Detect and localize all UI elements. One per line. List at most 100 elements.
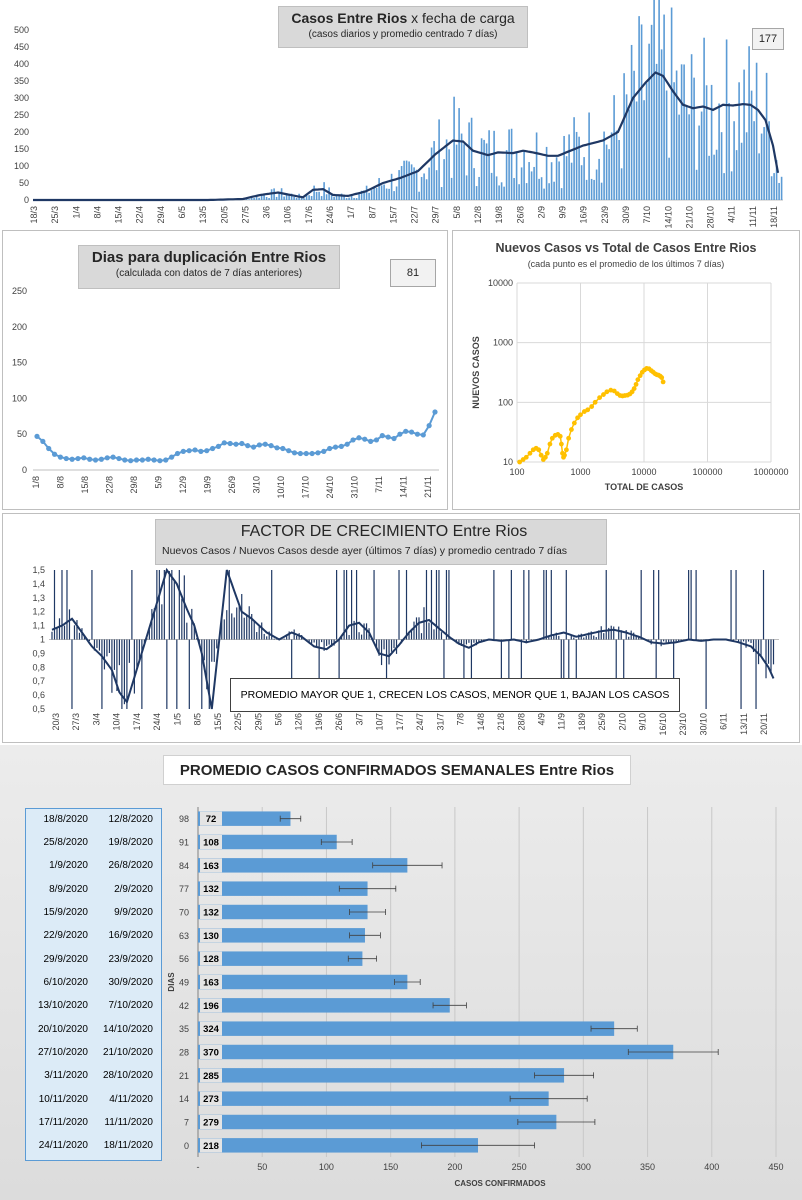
daily-bar bbox=[253, 197, 255, 200]
doubling-point bbox=[414, 431, 421, 437]
doubling-point bbox=[233, 441, 239, 447]
daily-bar bbox=[738, 82, 740, 200]
daily-bar bbox=[265, 197, 268, 200]
daily-bar bbox=[508, 129, 510, 200]
x-tick-label: 150 bbox=[383, 1162, 398, 1172]
x-tick-label: 27/3 bbox=[71, 713, 81, 731]
daily-bar bbox=[740, 142, 743, 200]
daily-bar bbox=[613, 95, 615, 200]
daily-bar bbox=[560, 188, 563, 200]
daily-bar bbox=[255, 195, 258, 200]
daily-bar bbox=[618, 140, 620, 200]
doubling-point bbox=[338, 443, 344, 449]
x-tick-label: 28/8 bbox=[516, 713, 526, 731]
x-tick-label: 29/7 bbox=[431, 206, 441, 224]
x-tick-label: 2/9 bbox=[536, 206, 546, 219]
week-end-date: 27/10/2020 bbox=[37, 1047, 88, 1058]
daily-bar bbox=[580, 165, 583, 200]
daily-bar bbox=[275, 196, 278, 200]
weekly-bar bbox=[198, 881, 368, 896]
scatter-point bbox=[635, 377, 641, 383]
doubling-point bbox=[268, 443, 274, 449]
y-tick-label: 0 bbox=[22, 465, 27, 475]
daily-bar bbox=[763, 127, 765, 200]
daily-bar bbox=[515, 152, 518, 200]
x-tick-label: 20/3 bbox=[51, 713, 61, 731]
daily-bar bbox=[583, 157, 585, 200]
daily-bar bbox=[355, 198, 358, 200]
daily-bar bbox=[520, 167, 523, 200]
daily-bar bbox=[420, 176, 423, 200]
daily-bar bbox=[375, 187, 378, 200]
x-axis-label: CASOS CONFIRMADOS bbox=[454, 1179, 546, 1188]
daily-bar bbox=[418, 191, 420, 200]
daily-bar bbox=[595, 169, 598, 200]
doubling-point bbox=[291, 450, 298, 456]
daily-bar bbox=[730, 171, 733, 200]
daily-cases-title-box: Casos Entre Rios x fecha de carga (casos… bbox=[278, 6, 528, 48]
daily-bar bbox=[248, 199, 250, 200]
x-tick-label: 24/7 bbox=[415, 713, 425, 731]
daily-bar bbox=[718, 103, 720, 200]
doubling-point bbox=[373, 437, 380, 443]
week-start-date: 7/10/2020 bbox=[108, 1000, 154, 1012]
doubling-point bbox=[221, 440, 227, 446]
dias-label: 98 bbox=[179, 814, 189, 824]
x-tick-label: 18/3 bbox=[29, 206, 39, 224]
daily-bar bbox=[743, 69, 745, 200]
daily-bar bbox=[403, 160, 405, 200]
daily-cases-panel: 0 50 100 150 200 250 300 350 400 450 500 18/3 25/3 1/… bbox=[0, 0, 802, 228]
x-tick-label: 17/6 bbox=[304, 206, 314, 224]
dias-label: 49 bbox=[179, 978, 189, 988]
x-tick-label: 11/9 bbox=[557, 713, 567, 730]
weekly-bar bbox=[198, 951, 363, 966]
weekly-bar bbox=[198, 1068, 565, 1083]
week-end-date: 13/10/2020 bbox=[37, 1000, 88, 1012]
scatter-point bbox=[578, 412, 583, 418]
week-end-date: 18/8/2020 bbox=[43, 813, 89, 825]
week-end-date: 29/9/2020 bbox=[43, 953, 89, 965]
y-tick-label: 300 bbox=[14, 93, 29, 103]
doubling-point bbox=[356, 435, 362, 441]
x-tick-label: 18/11 bbox=[769, 206, 779, 228]
daily-bar bbox=[433, 141, 435, 200]
doubling-point bbox=[139, 457, 145, 463]
value-label: 72 bbox=[206, 814, 217, 825]
value-label-bg bbox=[200, 1115, 222, 1129]
x-tick-label: 4/9 bbox=[536, 713, 546, 726]
dias-label: 77 bbox=[179, 884, 189, 894]
dias-label: 84 bbox=[179, 861, 189, 871]
value-label: 370 bbox=[203, 1048, 219, 1059]
daily-bar bbox=[408, 161, 410, 200]
x-tick-label: 29/4 bbox=[156, 206, 166, 224]
week-end-date: 1/9/2020 bbox=[49, 860, 88, 872]
scatter-point bbox=[569, 427, 574, 432]
y-tick-label: 150 bbox=[14, 144, 29, 154]
x-tick-label: 27/5 bbox=[240, 206, 250, 224]
weekly-bar bbox=[198, 1114, 557, 1130]
daily-bar bbox=[680, 64, 683, 201]
value-label-bg bbox=[200, 1091, 222, 1106]
daily-bar bbox=[668, 157, 670, 200]
daily-bar bbox=[503, 186, 505, 200]
daily-bar bbox=[455, 144, 458, 200]
y-tick-label: 1,3 bbox=[32, 593, 45, 603]
growth-factor-note: PROMEDIO MAYOR QUE 1, CRECEN LOS CASOS, … bbox=[230, 678, 680, 712]
daily-bar bbox=[495, 176, 498, 200]
doubling-point bbox=[332, 444, 339, 450]
doubling-point bbox=[186, 448, 192, 454]
doubling-point bbox=[344, 441, 350, 447]
doubling-point bbox=[63, 455, 69, 462]
daily-bar bbox=[485, 143, 488, 200]
value-label-bg bbox=[200, 1045, 222, 1059]
daily-bar bbox=[585, 179, 588, 200]
daily-bar bbox=[625, 94, 628, 200]
x-tick-label: 24/10 bbox=[325, 476, 335, 499]
doubling-point bbox=[46, 445, 52, 452]
daily-bar bbox=[593, 179, 595, 200]
doubling-point bbox=[128, 458, 134, 464]
daily-bar bbox=[263, 194, 265, 200]
week-start-date: 4/11/2020 bbox=[109, 1093, 153, 1105]
x-tick-label: 1/4 bbox=[71, 206, 81, 219]
y-tick-label: 0,9 bbox=[32, 648, 45, 658]
